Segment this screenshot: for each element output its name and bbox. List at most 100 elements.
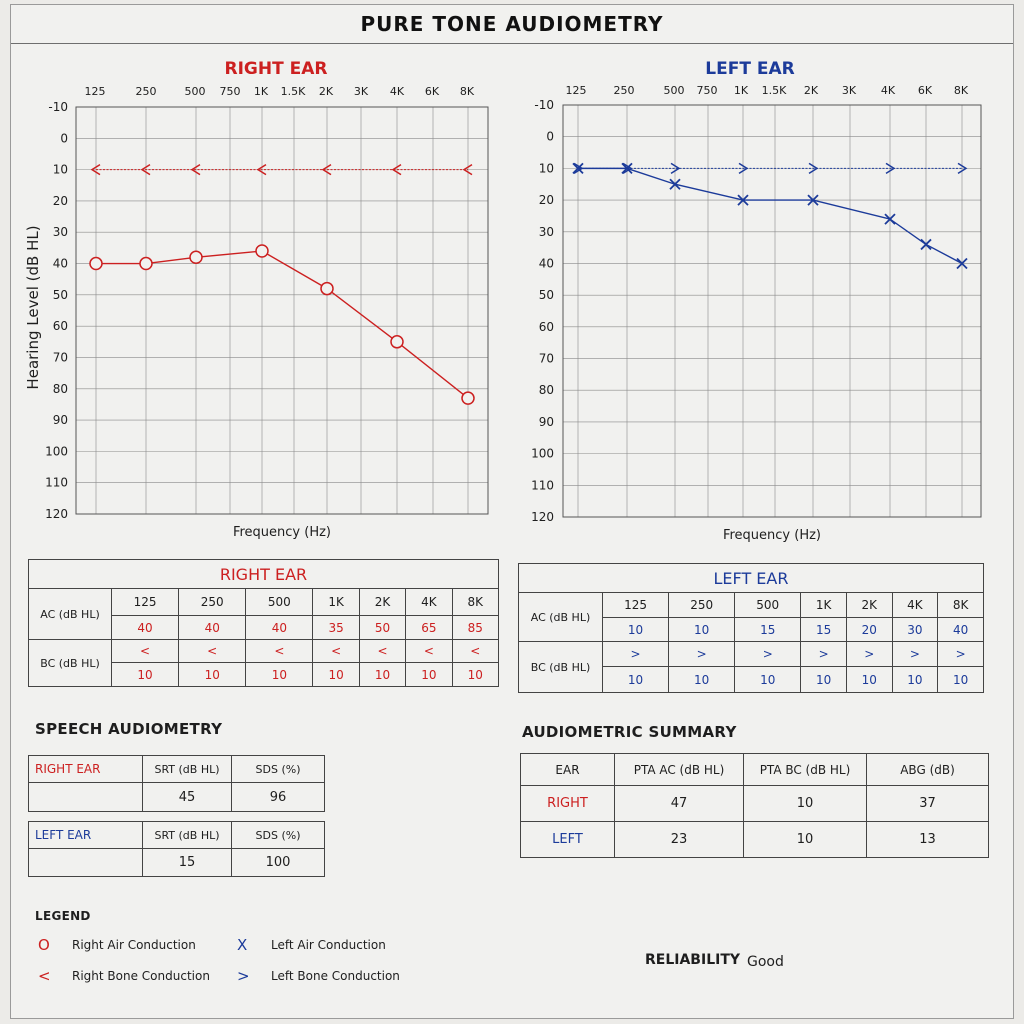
right-bc-value: 10	[358, 662, 407, 687]
page-title: PURE TONE AUDIOMETRY	[11, 5, 1013, 44]
legend-label: Left Bone Conduction	[271, 969, 400, 983]
right-bc-symbol: <	[245, 639, 314, 663]
x-tick-label: 6K	[918, 84, 933, 97]
summary-pta-ac: 47	[614, 785, 744, 822]
x-tick-label: 3K	[354, 85, 369, 98]
y-tick-label: 90	[539, 415, 554, 429]
left-ac-value: 15	[800, 617, 847, 642]
speech-sds-header: SDS (%)	[231, 821, 325, 849]
right-bc-symbol: <	[178, 639, 247, 663]
x-tick-label: 125	[566, 84, 587, 97]
right-freq-cell: 500	[245, 588, 314, 616]
x-tick-label: 6K	[425, 85, 440, 98]
right-ac-value: 40	[178, 615, 247, 640]
y-tick-label: 80	[53, 382, 68, 396]
x-axis-label: Frequency (Hz)	[723, 528, 821, 543]
left-bone-marker	[957, 162, 968, 175]
left-ac-value: 15	[734, 617, 802, 642]
summary-header: PTA AC (dB HL)	[614, 753, 744, 786]
y-tick-label: 20	[53, 194, 68, 208]
right-bc-symbol: <	[110, 639, 180, 663]
x-tick-label: 4K	[881, 84, 896, 97]
y-tick-label: 30	[53, 225, 68, 239]
left-ac-value: 10	[601, 617, 670, 642]
right-bc-symbol: <	[405, 639, 453, 663]
left-air-marker	[884, 213, 896, 225]
right-ac-value: 40	[245, 615, 314, 640]
y-tick-label: 10	[539, 161, 554, 175]
speech-right-table: RIGHT EAR SRT (dB HL) SDS (%) 45 96	[28, 755, 325, 812]
speech-left-srt: 15	[142, 848, 232, 877]
chart-title: LEFT EAR	[705, 59, 794, 79]
left-ac-value: 30	[891, 617, 939, 642]
y-axis-label: Hearing Level (dB HL)	[24, 225, 42, 389]
y-tick-label: 100	[45, 444, 68, 458]
left-freq-cell: 8K	[937, 592, 984, 618]
speech-right-label: RIGHT EAR	[28, 755, 143, 783]
left-ac-label: AC (dB HL)	[518, 592, 603, 642]
left-air-marker	[807, 194, 819, 206]
left-air-marker	[669, 178, 681, 190]
right-ac-value: 50	[358, 615, 407, 640]
right-table-title: RIGHT EAR	[28, 559, 499, 589]
y-tick-label: 70	[53, 350, 68, 364]
right-ac-label: AC (dB HL)	[28, 588, 112, 640]
speech-left-empty	[28, 848, 143, 877]
x-tick-label: 1K	[254, 85, 269, 98]
chart-title: RIGHT EAR	[225, 59, 328, 79]
y-tick-label: -10	[48, 100, 68, 114]
right-bc-symbol: <	[451, 639, 500, 663]
right-freq-cell: 8K	[451, 588, 500, 616]
right-bone-marker	[190, 163, 201, 176]
y-tick-label: 50	[539, 288, 554, 302]
y-tick-label: 110	[45, 476, 68, 490]
y-tick-label: 60	[53, 319, 68, 333]
right-ac-value: 65	[405, 615, 453, 640]
right-freq-cell: 4K	[405, 588, 453, 616]
left-ear-chart: LEFT EAR 125 250 500 750 1K 1.5K 2K 3K 4K 6K 8K -10 0…	[531, 59, 982, 543]
summary-header: PTA BC (dB HL)	[743, 753, 867, 786]
speech-sds-header: SDS (%)	[231, 755, 325, 783]
left-bc-symbol: >	[800, 641, 847, 667]
right-air-marker	[255, 244, 269, 258]
left-bone-marker	[622, 162, 633, 175]
left-air-marker	[737, 194, 749, 206]
left-bc-symbol: >	[601, 641, 670, 667]
right-bc-value: 10	[110, 662, 180, 687]
y-tick-label: 40	[539, 256, 554, 270]
x-tick-label: 3K	[842, 84, 857, 97]
right-air-marker	[320, 281, 334, 296]
left-chevron-marker-icon: <	[38, 967, 51, 985]
y-tick-label: 50	[53, 288, 68, 302]
left-bc-value: 10	[891, 666, 939, 693]
summary-ear-right: RIGHT	[520, 785, 615, 822]
right-air-marker	[139, 256, 153, 271]
legend-item: < Right Bone Conduction	[38, 967, 210, 985]
summary-pta-bc: 10	[743, 821, 867, 858]
left-bc-value: 10	[734, 666, 802, 693]
x-tick-label: 1.5K	[762, 84, 787, 97]
left-table-title: LEFT EAR	[518, 563, 984, 593]
x-tick-label: 1K	[734, 84, 749, 97]
y-tick-label: 70	[539, 352, 554, 366]
left-freq-cell: 4K	[891, 592, 939, 618]
left-ac-value: 40	[937, 617, 984, 642]
y-tick-label: 110	[531, 478, 554, 492]
left-freq-cell: 125	[601, 592, 670, 618]
y-tick-label: 40	[53, 257, 68, 271]
right-freq-cell: 250	[178, 588, 247, 616]
left-bc-symbol: >	[845, 641, 893, 667]
left-bc-value: 10	[845, 666, 893, 693]
right-air-marker	[89, 256, 103, 271]
x-tick-label: 8K	[954, 84, 969, 97]
x-tick-label: 4K	[390, 85, 405, 98]
left-bc-value: 10	[937, 666, 984, 693]
right-ac-value: 35	[312, 615, 360, 640]
y-tick-label: 0	[546, 130, 554, 144]
left-bc-symbol: >	[734, 641, 802, 667]
summary-header: ABG (dB)	[866, 753, 989, 786]
y-tick-label: 120	[45, 507, 68, 521]
summary-ear-left: LEFT	[520, 821, 615, 858]
